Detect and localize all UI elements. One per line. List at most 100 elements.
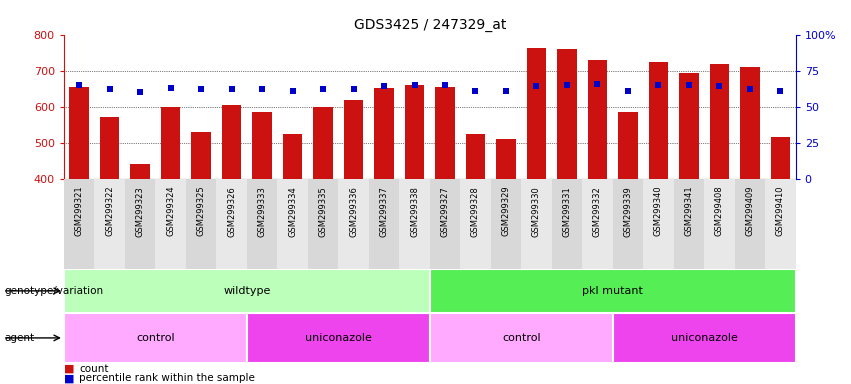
Text: percentile rank within the sample: percentile rank within the sample (79, 373, 255, 383)
Bar (94, 179, 125, 269)
Point (683, 82, 696, 88)
Bar (64, 179, 94, 269)
Text: wildtype: wildtype (223, 286, 271, 296)
Bar (247, 313, 430, 363)
Text: GSM299327: GSM299327 (441, 186, 449, 237)
Text: pkl mutant: pkl mutant (582, 286, 643, 296)
Bar (613, 179, 643, 269)
Point (712, 83, 726, 89)
Text: GSM299335: GSM299335 (318, 186, 328, 237)
Bar (465, 134, 485, 179)
Bar (338, 179, 368, 269)
Bar (252, 112, 272, 179)
Point (469, 88, 483, 94)
Bar (368, 179, 399, 269)
Text: uniconazole: uniconazole (305, 333, 372, 343)
Point (72, 82, 86, 88)
Bar (313, 107, 333, 179)
Point (438, 82, 452, 88)
Bar (404, 85, 425, 179)
Bar (308, 179, 338, 269)
Bar (344, 100, 363, 179)
Bar (710, 64, 729, 179)
Bar (460, 179, 491, 269)
Bar (430, 313, 613, 363)
Point (500, 88, 513, 94)
Text: GSM299336: GSM299336 (349, 186, 358, 237)
Text: GSM299408: GSM299408 (715, 186, 724, 237)
Text: GSM299325: GSM299325 (197, 186, 206, 237)
Bar (551, 179, 582, 269)
Text: control: control (136, 333, 174, 343)
Bar (283, 134, 302, 179)
Bar (100, 118, 119, 179)
Text: GSM299341: GSM299341 (684, 186, 694, 237)
Text: GSM299323: GSM299323 (135, 186, 145, 237)
Bar (130, 164, 150, 179)
Bar (155, 179, 186, 269)
Point (408, 82, 421, 88)
Bar (582, 179, 613, 269)
Bar (613, 313, 796, 363)
Bar (69, 87, 89, 179)
Bar (704, 179, 734, 269)
Bar (557, 49, 577, 179)
Bar (435, 87, 455, 179)
Bar (491, 179, 521, 269)
Bar (247, 179, 277, 269)
Text: GSM299324: GSM299324 (166, 186, 175, 237)
Bar (765, 179, 796, 269)
Text: control: control (502, 333, 540, 343)
Bar (277, 179, 308, 269)
Point (652, 82, 665, 88)
Bar (221, 105, 242, 179)
Text: GSM299337: GSM299337 (380, 186, 389, 237)
Bar (674, 179, 704, 269)
Bar (643, 179, 674, 269)
Point (377, 83, 391, 89)
Bar (679, 73, 699, 179)
Bar (734, 179, 765, 269)
Text: ■: ■ (64, 373, 74, 383)
Bar (64, 269, 430, 313)
Title: GDS3425 / 247329_at: GDS3425 / 247329_at (353, 18, 506, 32)
Bar (648, 62, 668, 179)
Point (621, 88, 635, 94)
Point (225, 86, 238, 93)
Point (286, 88, 300, 94)
Bar (125, 179, 155, 269)
Text: GSM299329: GSM299329 (501, 186, 511, 237)
Text: GSM299331: GSM299331 (563, 186, 572, 237)
Text: uniconazole: uniconazole (671, 333, 738, 343)
Bar (64, 313, 247, 363)
Text: agent: agent (4, 333, 34, 343)
Text: count: count (79, 364, 109, 374)
Point (560, 82, 574, 88)
Bar (191, 132, 211, 179)
Point (255, 86, 269, 93)
Text: GSM299410: GSM299410 (776, 186, 785, 236)
Point (134, 89, 147, 95)
Bar (216, 179, 247, 269)
Point (346, 86, 360, 93)
Bar (496, 139, 516, 179)
Bar (430, 269, 796, 313)
Text: genotype/variation: genotype/variation (4, 286, 103, 296)
Point (774, 88, 787, 94)
Point (103, 86, 117, 93)
Text: GSM299328: GSM299328 (471, 186, 480, 237)
Text: GSM299409: GSM299409 (745, 186, 755, 236)
Text: GSM299326: GSM299326 (227, 186, 236, 237)
Point (529, 83, 543, 89)
Text: GSM299339: GSM299339 (624, 186, 632, 237)
Bar (618, 112, 638, 179)
Bar (587, 60, 608, 179)
Text: GSM299332: GSM299332 (593, 186, 602, 237)
Bar (770, 137, 791, 179)
Point (591, 81, 604, 87)
Text: GSM299340: GSM299340 (654, 186, 663, 237)
Point (317, 86, 330, 93)
Text: ■: ■ (64, 364, 74, 374)
Text: GSM299333: GSM299333 (258, 186, 266, 237)
Text: GSM299330: GSM299330 (532, 186, 541, 237)
